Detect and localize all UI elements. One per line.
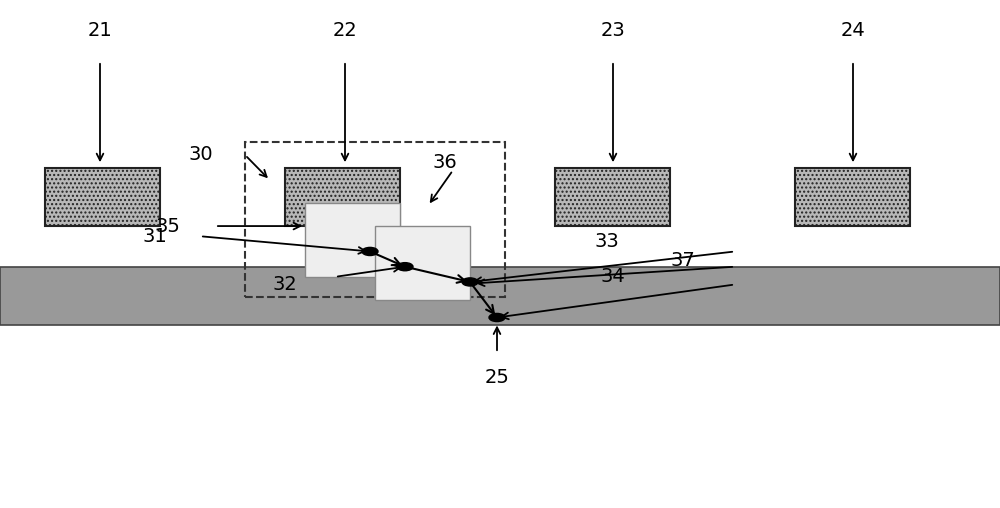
Bar	[0, 267, 1000, 325]
Text: 33: 33	[595, 232, 620, 251]
Text: 30: 30	[188, 145, 213, 165]
Text: 32: 32	[273, 275, 297, 294]
Text: 25: 25	[485, 368, 509, 387]
Text: 35: 35	[155, 216, 180, 236]
Bar	[795, 168, 910, 226]
Text: 34: 34	[600, 267, 625, 287]
Bar	[285, 168, 400, 226]
Text: 31: 31	[143, 227, 167, 246]
Text: 22: 22	[333, 21, 357, 40]
Circle shape	[489, 313, 505, 322]
Text: 36: 36	[433, 153, 457, 172]
Circle shape	[362, 247, 378, 256]
Text: 37: 37	[670, 251, 695, 270]
Text: 23: 23	[601, 21, 625, 40]
Bar	[555, 168, 670, 226]
Circle shape	[462, 278, 478, 286]
Bar	[245, 142, 505, 297]
Bar	[375, 226, 470, 300]
Circle shape	[397, 263, 413, 271]
Bar	[305, 203, 400, 277]
Text: 21: 21	[88, 21, 112, 40]
Text: 24: 24	[841, 21, 865, 40]
Bar	[45, 168, 160, 226]
